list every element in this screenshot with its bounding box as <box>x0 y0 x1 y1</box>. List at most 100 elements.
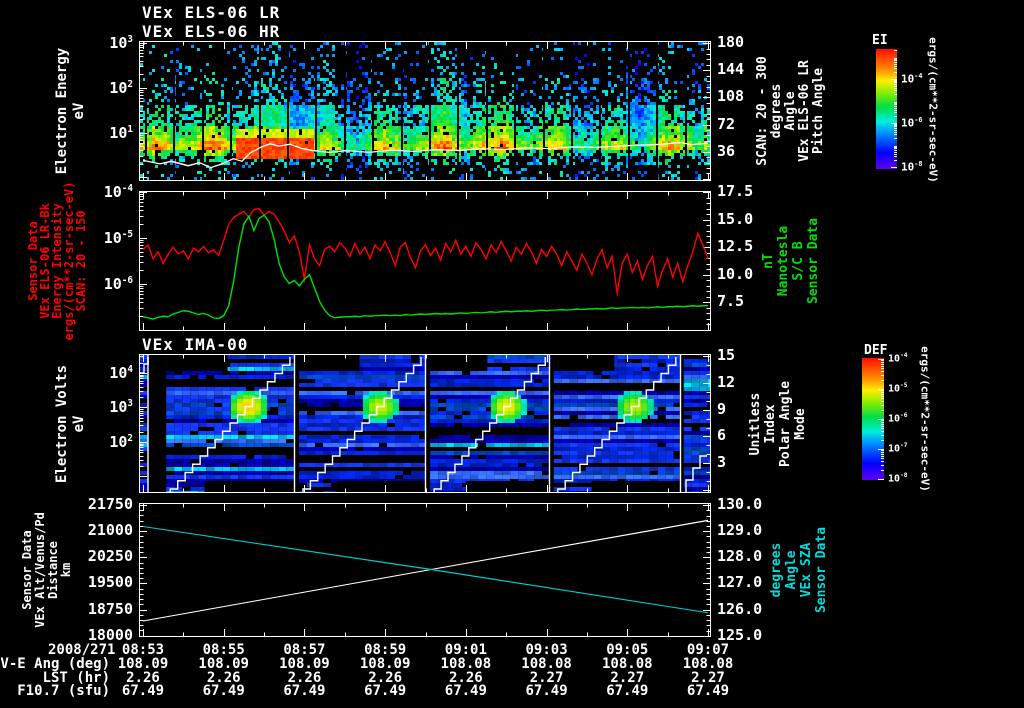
y-right-tick-label: 15 <box>717 345 736 364</box>
table-value: 2.27 <box>691 669 725 686</box>
table-value: 108.09 <box>198 656 249 672</box>
table-row-label: LST (hr) <box>42 669 110 686</box>
y-left-tick-label: 10-5 <box>103 229 133 247</box>
table-value: 2.26 <box>126 669 160 686</box>
y-right-tick-label: 129.0 <box>717 521 763 540</box>
table-value: 108.08 <box>521 656 572 672</box>
time-label: 08:57 <box>283 642 326 658</box>
y-left-tick-label: 104 <box>109 363 133 382</box>
colorbar-tick-label: 10-8 <box>901 159 923 174</box>
y-left-tick-label: 20250 <box>87 547 133 566</box>
panel4-right-axis-title: degrees Angle VEx SZA Sensor Data <box>769 526 829 614</box>
y-right-tick-label: 144 <box>717 60 745 79</box>
y-left-tick-label: 103 <box>109 398 133 417</box>
colorbar1-units: ergs/(cm**2-sr-sec-eV) <box>926 37 940 183</box>
time-label: 09:03 <box>525 642 568 658</box>
colorbar3-label: DEF <box>864 343 888 358</box>
y-right-tick-label: 10.0 <box>717 264 754 283</box>
panel1-title-line1: VEx ELS-06 LR <box>142 3 281 22</box>
table-value: 108.08 <box>601 656 653 672</box>
panel3-title: VEx IMA-00 <box>142 335 249 354</box>
table-value: 2.26 <box>287 669 322 686</box>
panel2-left-axis-title: Sensor Data VEx ELS-06 LR-Bk Energy Inte… <box>26 181 88 341</box>
table-value: 2.26 <box>368 669 402 686</box>
y-left-tick-label: 102 <box>109 432 133 451</box>
table-row-label: F10.7 (sfu) <box>17 683 110 699</box>
colorbar-tick-label: 10-5 <box>888 382 908 395</box>
y-right-tick-label: 12 <box>717 372 736 391</box>
y-left-tick-label: 10-6 <box>103 275 133 293</box>
y-right-tick-label: 128.0 <box>717 547 763 566</box>
y-left-tick-label: 19500 <box>87 573 133 592</box>
table-value: 67.49 <box>283 683 326 699</box>
time-label: 09:01 <box>444 642 487 658</box>
panel1-left-axis-title: Electron Energy eV <box>54 47 87 175</box>
table-value: 108.09 <box>359 656 411 672</box>
table-value: 67.49 <box>202 683 245 699</box>
panel3-left-axis-title: Electron Volts eV <box>54 364 87 483</box>
colorbar-tick-label: 10-7 <box>888 442 908 455</box>
y-right-tick-label: 3 <box>717 453 727 472</box>
time-label: 09:05 <box>606 642 649 658</box>
table-value: 67.49 <box>686 683 730 699</box>
intensity-bfield-lineplot <box>139 191 711 331</box>
y-right-tick-label: 6 <box>717 426 727 445</box>
table-value: 108.09 <box>117 656 169 672</box>
colorbar3-units: ergs/(cm**2-sr-sec-eV) <box>918 346 932 492</box>
y-left-tick-label: 21000 <box>87 521 133 540</box>
y-left-tick-label: 102 <box>109 78 133 97</box>
y-right-tick-label: 72 <box>717 114 736 133</box>
panel3-right-axis-title: Unitless Index Polar Angle Mode <box>748 380 808 467</box>
y-left-tick-label: 21750 <box>87 495 133 514</box>
y-right-tick-label: 108 <box>717 87 745 106</box>
colorbar3 <box>862 358 884 480</box>
y-right-tick-label: 180 <box>717 33 745 52</box>
els-pitch-angle-spectrogram <box>139 41 711 181</box>
panel1-title-line2: VEx ELS-06 HR <box>142 22 281 41</box>
colorbar-tick-label: 10-4 <box>901 71 923 86</box>
table-value: 67.49 <box>606 683 649 699</box>
y-left-tick-label: 103 <box>109 33 133 52</box>
table-value: 108.08 <box>440 656 492 672</box>
ima-ion-spectrogram <box>139 354 711 493</box>
y-right-tick-label: 126.0 <box>717 599 763 618</box>
y-left-tick-label: 101 <box>109 123 133 142</box>
y-right-tick-label: 125.0 <box>717 625 763 644</box>
y-right-tick-label: 127.0 <box>717 573 763 592</box>
y-left-tick-label: 18000 <box>87 625 133 644</box>
table-value: 108.09 <box>279 656 330 672</box>
table-value: 108.08 <box>682 656 734 672</box>
colorbar1 <box>876 49 897 169</box>
y-left-tick-label: 18750 <box>87 599 133 618</box>
y-right-tick-label: 7.5 <box>717 292 745 311</box>
time-label: 08:59 <box>364 642 407 658</box>
panel2-right-axis-title: nT Nanotesla S/C B Sensor Data <box>761 217 821 305</box>
y-right-tick-label: 17.5 <box>717 182 754 200</box>
time-label: 08:53 <box>121 642 165 658</box>
time-label: 09:07 <box>686 642 730 658</box>
y-right-tick-label: 12.5 <box>717 237 754 256</box>
time-label: 08:55 <box>202 642 245 658</box>
y-left-tick-label: 10-4 <box>103 183 133 201</box>
colorbar-tick-label: 10-6 <box>901 115 923 130</box>
panel4-left-axis-title: Sensor Data VEx Alt/Venus/Pd Distance km <box>20 512 73 628</box>
table-value: 67.49 <box>121 683 165 699</box>
colorbar-tick-label: 10-4 <box>888 351 908 365</box>
table-value: 2.27 <box>610 669 645 686</box>
table-row-label: V-E Ang (deg) <box>0 656 110 672</box>
table-value: 2.27 <box>529 669 564 686</box>
table-value: 67.49 <box>444 683 487 699</box>
panel1-right-axis-title: SCAN: 20 - 300 degrees Angle VEx ELS-06 … <box>755 56 826 166</box>
colorbar-tick-label: 10-8 <box>888 472 908 485</box>
table-value: 67.49 <box>364 683 407 699</box>
table-value: 2.26 <box>206 669 241 686</box>
y-right-tick-label: 130.0 <box>717 495 763 514</box>
colorbar-tick-label: 10-6 <box>888 412 908 425</box>
table-value: 67.49 <box>525 683 568 699</box>
date-label: 2008/271 <box>48 642 116 658</box>
table-value: 2.26 <box>448 669 483 686</box>
altitude-sza-lineplot <box>139 503 711 637</box>
y-right-tick-label: 15.0 <box>717 209 754 228</box>
colorbar1-label: EI <box>872 33 888 48</box>
